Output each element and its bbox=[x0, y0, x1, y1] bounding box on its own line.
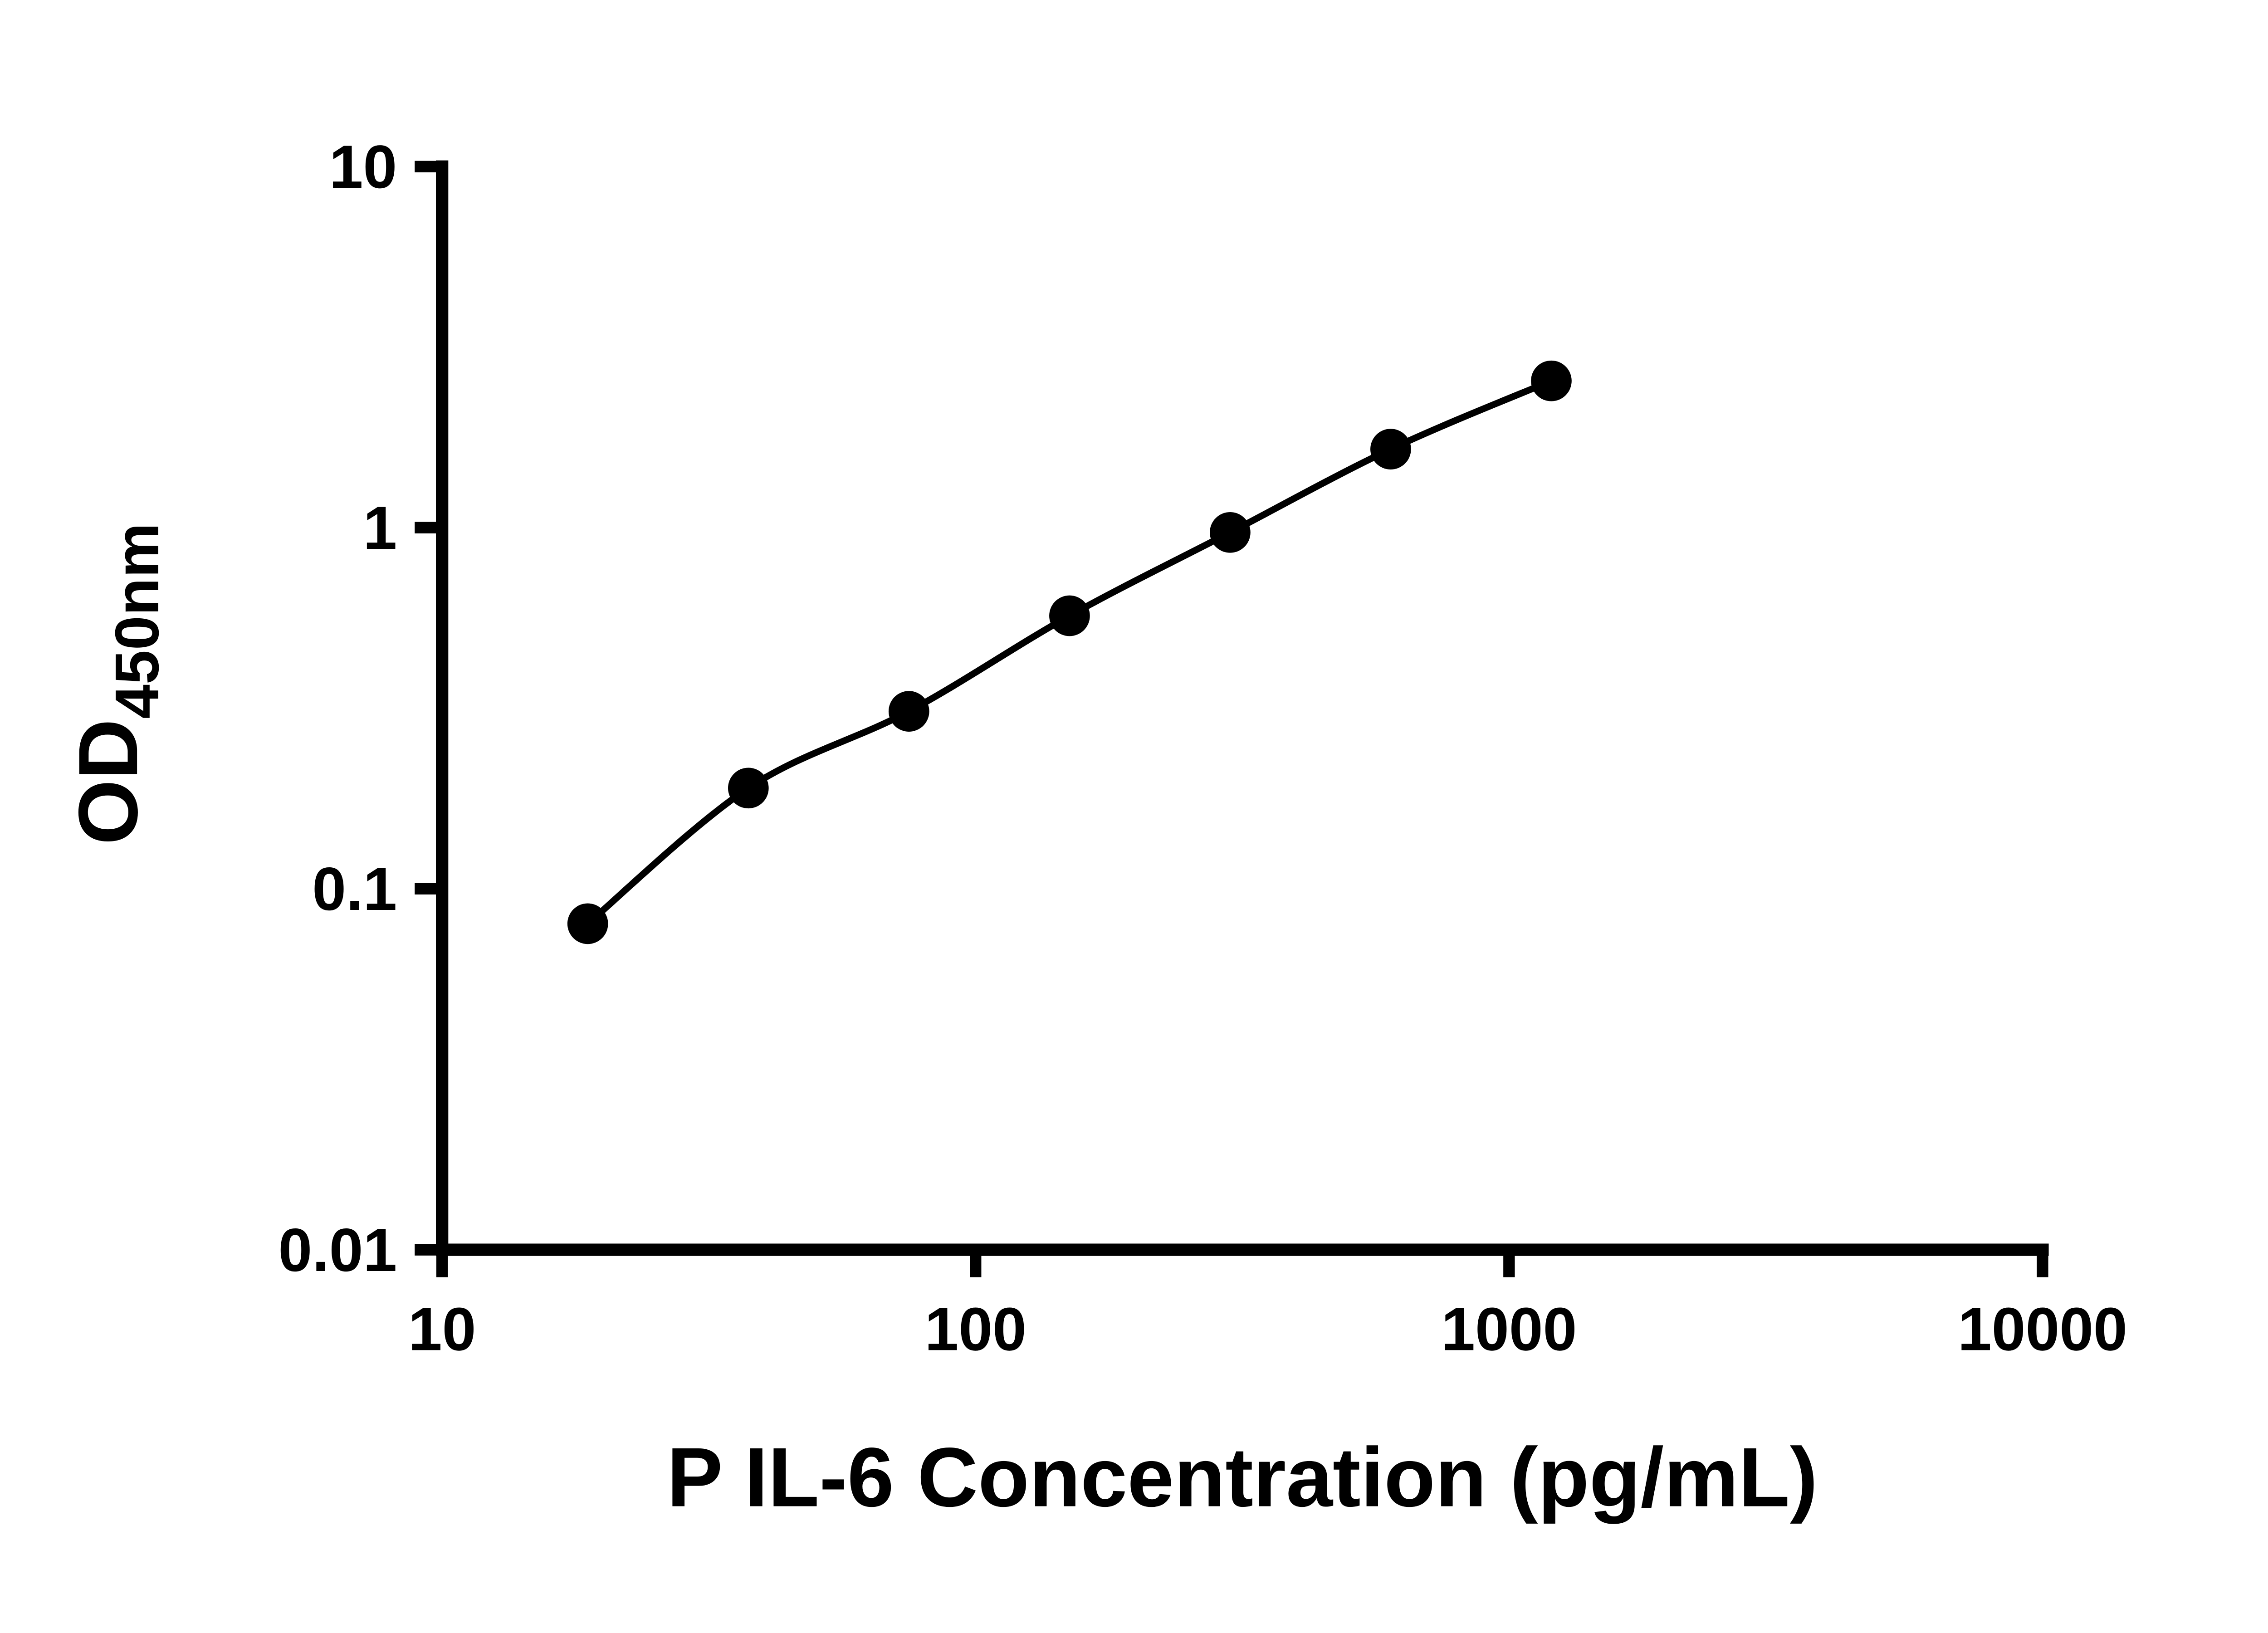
axis-spine bbox=[436, 160, 2049, 1256]
data-point bbox=[728, 768, 769, 809]
standard-curve-line bbox=[586, 377, 1553, 926]
x-tick-label: 1000 bbox=[1441, 1295, 1577, 1363]
y-tick-label: 0.1 bbox=[312, 855, 397, 923]
data-point bbox=[1210, 512, 1251, 553]
y-tick-label: 1 bbox=[363, 494, 397, 562]
x-tick-label: 10000 bbox=[1958, 1295, 2127, 1363]
axes bbox=[436, 160, 2049, 1256]
y-axis-title-main: OD bbox=[61, 719, 155, 845]
data-series bbox=[567, 360, 1572, 944]
x-tick-label: 10 bbox=[408, 1295, 476, 1363]
data-point bbox=[1370, 429, 1411, 469]
y-axis-title: OD450nm bbox=[61, 523, 171, 845]
data-point bbox=[567, 903, 608, 944]
x-axis-title: P IL-6 Concentration (pg/mL) bbox=[667, 1430, 1818, 1524]
data-point bbox=[1531, 360, 1572, 401]
y-tick-label: 10 bbox=[329, 132, 397, 201]
axis-ticks bbox=[415, 161, 2048, 1277]
y-tick-label: 0.01 bbox=[278, 1216, 397, 1284]
y-axis-title-subscript: 450nm bbox=[102, 523, 171, 719]
data-point bbox=[1049, 595, 1090, 636]
data-point bbox=[888, 691, 929, 732]
x-tick-label: 100 bbox=[925, 1295, 1026, 1363]
axis-tick-labels: 10 100 1000 10000 0.01 0.1 1 10 bbox=[278, 132, 2127, 1363]
